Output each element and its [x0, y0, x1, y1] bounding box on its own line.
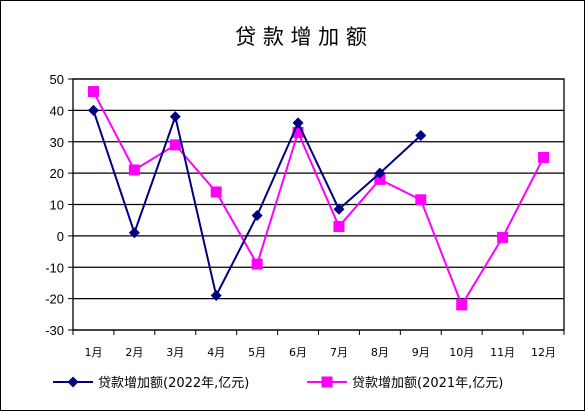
- legend-item: 贷款增加额(2021年,亿元): [307, 376, 503, 391]
- x-tick-label: 10月: [449, 346, 474, 359]
- data-point: [251, 258, 263, 270]
- x-tick-label: 9月: [412, 346, 430, 359]
- x-axis-tick-labels: 1月 2月 3月 4月 5月 6月 7月 8月 9月 10月 11月 12月: [84, 346, 556, 359]
- x-tick-label: 12月: [531, 346, 556, 359]
- series-lines: [87, 86, 550, 311]
- x-tick-label: 5月: [248, 346, 266, 359]
- y-tick-label: 0: [57, 229, 64, 244]
- y-tick-label: 30: [50, 135, 64, 150]
- y-tick-label: -10: [45, 260, 64, 275]
- x-tick-label: 1月: [84, 346, 102, 359]
- legend-marker: [67, 376, 79, 388]
- x-tick-label: 8月: [371, 346, 389, 359]
- x-tick-label: 11月: [490, 346, 515, 359]
- x-tick-label: 3月: [166, 346, 184, 359]
- data-point: [87, 104, 99, 116]
- chart-title: 贷 款 增 加 额: [235, 25, 367, 49]
- x-tick-label: 4月: [207, 346, 225, 359]
- gridlines: [73, 78, 564, 331]
- legend-label: 贷款增加额(2021年,亿元): [352, 376, 503, 391]
- x-tick-label: 2月: [125, 346, 143, 359]
- series-2022: [87, 104, 427, 301]
- legend: 贷款增加额(2022年,亿元) 贷款增加额(2021年,亿元): [53, 376, 503, 391]
- data-point: [497, 231, 509, 243]
- data-point: [415, 194, 427, 206]
- legend-label: 贷款增加额(2022年,亿元): [98, 376, 249, 391]
- legend-item: 贷款增加额(2022年,亿元): [53, 376, 249, 391]
- y-tick-label: 40: [50, 103, 64, 118]
- legend-marker: [321, 376, 333, 388]
- data-point: [87, 86, 99, 98]
- y-tick-label: 10: [50, 198, 64, 213]
- data-point: [210, 289, 222, 301]
- y-tick-label: -20: [45, 292, 64, 307]
- x-tick-label: 6月: [289, 346, 307, 359]
- data-point: [374, 167, 386, 179]
- data-point: [292, 126, 304, 138]
- data-point: [415, 129, 427, 141]
- data-point: [333, 203, 345, 215]
- data-point: [210, 186, 222, 198]
- data-point: [128, 164, 140, 176]
- data-point: [374, 173, 386, 185]
- data-point: [128, 227, 140, 239]
- data-point: [456, 299, 468, 311]
- axes: [68, 78, 565, 335]
- data-point: [292, 117, 304, 129]
- y-axis-tick-labels: 50 40 30 20 10 0 -10 -20 -30: [45, 72, 64, 338]
- y-tick-label: 20: [50, 166, 64, 181]
- x-tick-label: 7月: [330, 346, 348, 359]
- data-point: [251, 209, 263, 221]
- y-tick-label: -30: [45, 323, 64, 338]
- data-point: [333, 220, 345, 232]
- data-point: [169, 139, 181, 151]
- series-2021: [87, 86, 550, 311]
- data-point: [169, 111, 181, 123]
- y-tick-label: 50: [50, 72, 64, 87]
- data-point: [538, 151, 550, 163]
- series-line: [92, 91, 545, 308]
